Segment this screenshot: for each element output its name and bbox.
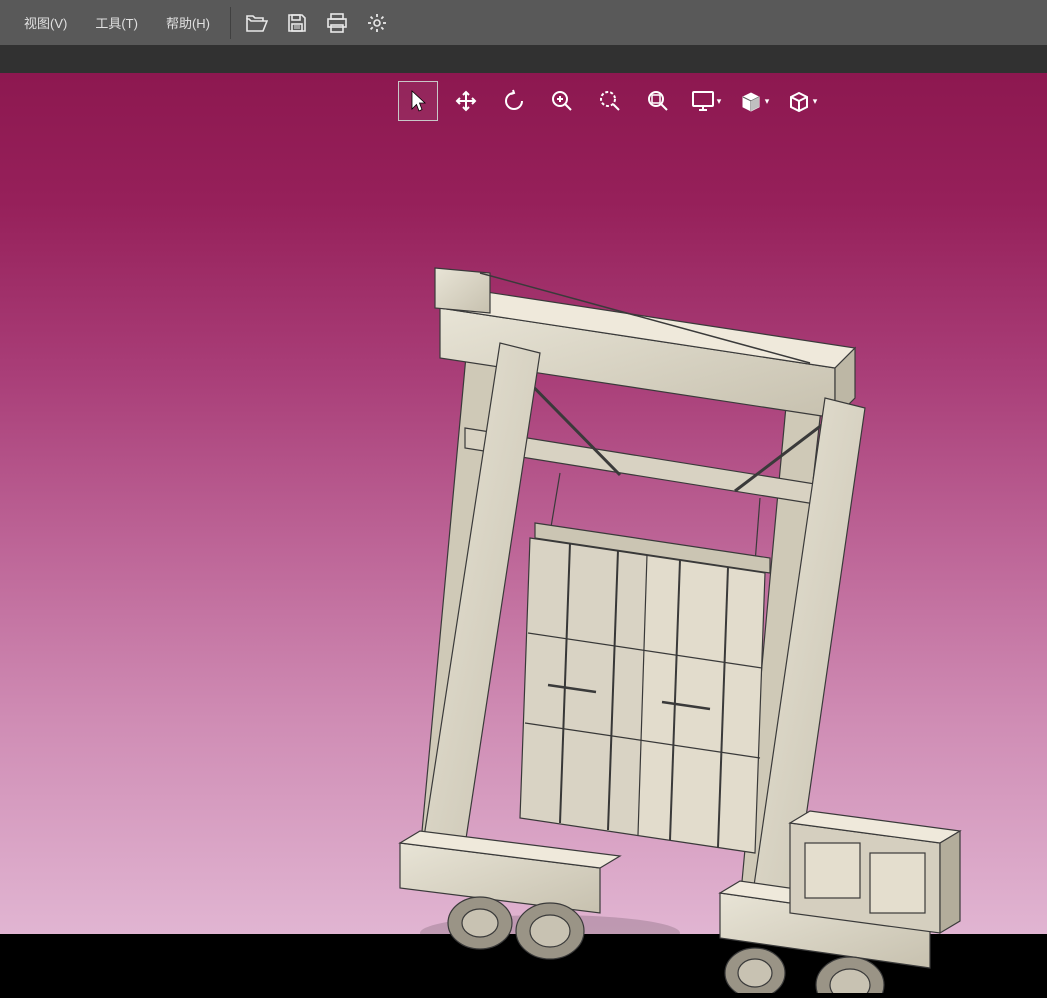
zoom-window-tool[interactable] (590, 81, 630, 121)
settings-button[interactable] (357, 0, 397, 45)
zoom-fit-icon (646, 89, 670, 113)
move-icon (454, 89, 478, 113)
view-cube-tool[interactable]: ▾ (782, 81, 822, 121)
menu-view[interactable]: 视图(V) (10, 0, 81, 45)
pan-tool[interactable] (446, 81, 486, 121)
menu-help[interactable]: 帮助(H) (152, 0, 224, 45)
sub-menu-bar (0, 45, 1047, 73)
gantry-crane-model (360, 213, 980, 993)
orbit-icon (502, 89, 526, 113)
menu-bar: 视图(V) 工具(T) 帮助(H) (0, 0, 1047, 45)
model-3d-render (360, 213, 980, 993)
save-icon (287, 13, 307, 33)
print-button[interactable] (317, 0, 357, 45)
cursor-icon (408, 89, 428, 113)
menu-tools-label: 工具(T) (95, 13, 138, 32)
open-icon (246, 13, 268, 33)
zoom-plus-icon (550, 89, 574, 113)
render-mode-tool[interactable]: ▾ (734, 81, 774, 121)
zoom-in-tool[interactable] (542, 81, 582, 121)
caret-icon: ▾ (765, 96, 770, 107)
zoom-fit-tool[interactable] (638, 81, 678, 121)
menu-help-label: 帮助(H) (166, 13, 210, 32)
caret-icon: ▾ (813, 96, 818, 107)
save-button[interactable] (277, 0, 317, 45)
menu-tools[interactable]: 工具(T) (81, 0, 152, 45)
cube-icon (787, 89, 811, 113)
select-tool[interactable] (398, 81, 438, 121)
monitor-icon (691, 90, 715, 112)
viewport-3d[interactable]: ▾ ▾ ▾ (0, 73, 1047, 934)
settings-icon (367, 13, 387, 33)
open-button[interactable] (237, 0, 277, 45)
view-toolbar: ▾ ▾ ▾ (398, 81, 830, 121)
box-shaded-icon (739, 89, 763, 113)
menu-divider (230, 7, 231, 39)
rotate-tool[interactable] (494, 81, 534, 121)
zoom-window-icon (598, 89, 622, 113)
display-mode-tool[interactable]: ▾ (686, 81, 726, 121)
menu-view-label: 视图(V) (24, 13, 67, 32)
caret-icon: ▾ (717, 96, 722, 107)
print-icon (326, 13, 348, 33)
